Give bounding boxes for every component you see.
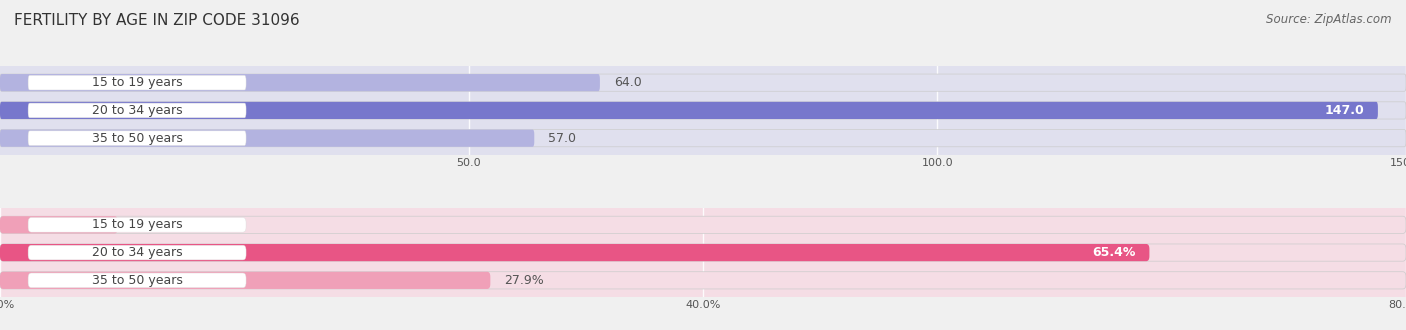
FancyBboxPatch shape [0,74,600,91]
Text: 35 to 50 years: 35 to 50 years [91,274,183,287]
Text: 27.9%: 27.9% [505,274,544,287]
FancyBboxPatch shape [0,102,1378,119]
FancyBboxPatch shape [28,273,246,288]
FancyBboxPatch shape [0,74,1406,91]
FancyBboxPatch shape [28,217,246,232]
FancyBboxPatch shape [28,131,246,146]
Text: 147.0: 147.0 [1324,104,1364,117]
FancyBboxPatch shape [0,272,1406,289]
Text: FERTILITY BY AGE IN ZIP CODE 31096: FERTILITY BY AGE IN ZIP CODE 31096 [14,13,299,28]
Text: 15 to 19 years: 15 to 19 years [91,76,183,89]
FancyBboxPatch shape [28,245,246,260]
Text: 20 to 34 years: 20 to 34 years [91,246,183,259]
FancyBboxPatch shape [0,244,1406,261]
Text: 57.0: 57.0 [548,132,576,145]
Text: 64.0: 64.0 [614,76,641,89]
Text: 6.7%: 6.7% [132,218,163,231]
Text: 65.4%: 65.4% [1092,246,1136,259]
FancyBboxPatch shape [0,272,491,289]
FancyBboxPatch shape [28,103,246,118]
Text: Source: ZipAtlas.com: Source: ZipAtlas.com [1267,13,1392,26]
Text: 15 to 19 years: 15 to 19 years [91,218,183,231]
FancyBboxPatch shape [28,75,246,90]
FancyBboxPatch shape [0,216,118,233]
FancyBboxPatch shape [0,130,534,147]
Text: 20 to 34 years: 20 to 34 years [91,104,183,117]
FancyBboxPatch shape [0,216,1406,233]
FancyBboxPatch shape [0,102,1406,119]
Text: 35 to 50 years: 35 to 50 years [91,132,183,145]
FancyBboxPatch shape [0,244,1150,261]
FancyBboxPatch shape [0,130,1406,147]
